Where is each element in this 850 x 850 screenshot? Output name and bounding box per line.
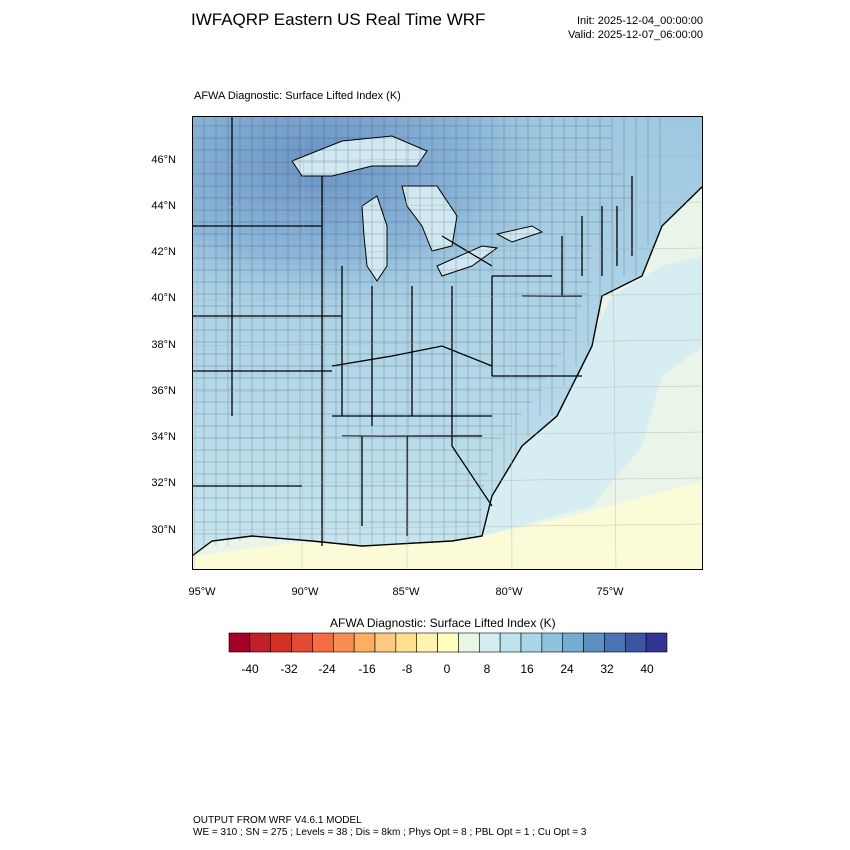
map-frame	[192, 116, 703, 570]
colorbar-swatch	[604, 632, 626, 653]
colorbar-swatch	[416, 632, 438, 653]
colorbar-title: AFWA Diagnostic: Surface Lifted Index (K…	[330, 616, 556, 630]
lat-label: 46°N	[151, 154, 176, 166]
page-title: IWFAQRP Eastern US Real Time WRF	[191, 10, 486, 29]
colorbar-swatch	[541, 632, 564, 653]
colorbar-tick-label: -40	[241, 662, 259, 676]
colorbar-tick-label: 40	[640, 662, 654, 676]
colorbar-swatch	[478, 632, 501, 653]
coastline	[192, 185, 703, 557]
colorbar-tick-label: 0	[443, 662, 451, 676]
colorbar-tick-label: -16	[358, 662, 376, 676]
colorbar-swatch	[249, 632, 272, 653]
colorbar-tick-label: 8	[483, 662, 491, 676]
lat-label: 44°N	[151, 200, 176, 212]
lat-label: 36°N	[151, 385, 176, 397]
run-times: Init: 2025-12-04_00:00:00 Valid: 2025-12…	[568, 14, 703, 42]
colorbar-swatch	[312, 632, 334, 653]
graticule	[192, 116, 703, 570]
colorbar-swatch	[395, 632, 418, 653]
gulf-area	[192, 481, 703, 570]
lake-huron	[401, 185, 458, 252]
colorbar-tick-label: 32	[600, 662, 614, 676]
footer-line-2: WE = 310 ; SN = 275 ; Levels = 38 ; Dis …	[193, 827, 587, 838]
lake-erie	[436, 245, 499, 277]
latitude-labels: 46°N 44°N 42°N 40°N 38°N 36°N 34°N 32°N …	[120, 0, 176, 850]
footer-line-1: OUTPUT FROM WRF V4.6.1 MODEL	[193, 815, 362, 826]
colorbar-swatch	[562, 632, 584, 653]
colorbar-swatch	[228, 632, 251, 653]
colorbar-tick-label: -32	[280, 662, 298, 676]
lat-label: 42°N	[151, 246, 176, 258]
colorbar-swatch	[624, 632, 647, 653]
colorbar-swatch	[374, 632, 397, 653]
colorbar-swatch	[270, 632, 292, 653]
lat-label: 40°N	[151, 292, 176, 304]
colorbar-tick-label: 16	[520, 662, 534, 676]
lat-label: 34°N	[151, 431, 176, 443]
colorbar-swatch	[437, 632, 459, 653]
lake-michigan	[361, 195, 388, 282]
valid-time: Valid: 2025-12-07_06:00:00	[568, 29, 703, 41]
map-field-label: AFWA Diagnostic: Surface Lifted Index (K…	[194, 90, 401, 102]
lat-label: 30°N	[151, 524, 176, 536]
lon-label: 95°W	[188, 586, 216, 598]
lon-label: 80°W	[495, 586, 523, 598]
lon-label: 85°W	[392, 586, 420, 598]
colorbar-swatch	[645, 632, 668, 653]
model-footer: OUTPUT FROM WRF V4.6.1 MODEL WE = 310 ; …	[193, 815, 586, 839]
county-lines	[192, 116, 661, 546]
init-time: Init: 2025-12-04_00:00:00	[577, 15, 703, 27]
lon-label: 75°W	[596, 586, 624, 598]
colorbar-tick-label: -24	[318, 662, 336, 676]
colorbar	[228, 632, 668, 653]
colorbar-swatch	[353, 632, 376, 653]
lat-label: 32°N	[151, 477, 176, 489]
colorbar-swatch	[499, 632, 522, 653]
lat-label: 38°N	[151, 339, 176, 351]
colorbar-swatch	[583, 632, 605, 653]
colorbar-tick-label: 24	[560, 662, 574, 676]
colorbar-swatch	[458, 632, 480, 653]
colorbar-swatch	[520, 632, 543, 653]
map-plot	[192, 116, 703, 570]
colorbar-tick-label: -8	[401, 662, 413, 676]
colorbar-swatch	[291, 632, 313, 653]
lon-label: 90°W	[291, 586, 319, 598]
colorbar-swatch	[332, 632, 355, 653]
